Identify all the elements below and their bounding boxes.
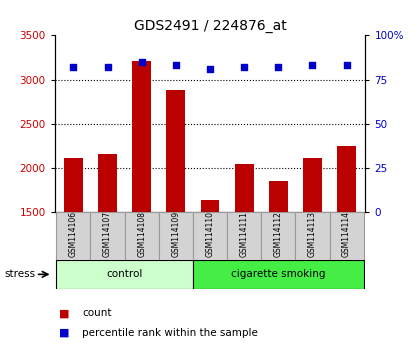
Bar xyxy=(337,146,356,212)
Point xyxy=(173,63,179,68)
Text: GSM114107: GSM114107 xyxy=(103,211,112,257)
Text: GSM114109: GSM114109 xyxy=(171,211,180,257)
Point xyxy=(241,64,247,70)
Bar xyxy=(98,154,117,212)
Bar xyxy=(193,260,364,289)
Bar xyxy=(227,212,261,260)
Point xyxy=(343,63,350,68)
Text: GSM114108: GSM114108 xyxy=(137,211,146,257)
Point xyxy=(275,64,282,70)
Text: GSM114114: GSM114114 xyxy=(342,211,351,257)
Bar xyxy=(56,260,193,289)
Point xyxy=(138,59,145,65)
Text: percentile rank within the sample: percentile rank within the sample xyxy=(82,328,258,338)
Bar xyxy=(201,200,219,212)
Bar xyxy=(166,90,185,212)
Bar xyxy=(159,212,193,260)
Text: GSM114106: GSM114106 xyxy=(69,211,78,257)
Text: ■: ■ xyxy=(59,308,69,318)
Text: stress: stress xyxy=(4,269,35,279)
Bar xyxy=(193,212,227,260)
Text: GSM114111: GSM114111 xyxy=(240,211,249,257)
Bar xyxy=(235,164,254,212)
Bar xyxy=(269,181,288,212)
Text: GSM114110: GSM114110 xyxy=(205,211,215,257)
Bar xyxy=(330,212,364,260)
Bar xyxy=(90,212,125,260)
Bar xyxy=(64,158,83,212)
Bar xyxy=(56,212,90,260)
Text: GSM114113: GSM114113 xyxy=(308,211,317,257)
Text: count: count xyxy=(82,308,111,318)
Bar xyxy=(261,212,295,260)
Point xyxy=(309,63,316,68)
Text: cigarette smoking: cigarette smoking xyxy=(231,269,326,279)
Bar xyxy=(303,158,322,212)
Point xyxy=(104,64,111,70)
Text: ■: ■ xyxy=(59,328,69,338)
Text: control: control xyxy=(106,269,143,279)
Point xyxy=(70,64,77,70)
Bar xyxy=(125,212,159,260)
Text: GSM114112: GSM114112 xyxy=(274,211,283,257)
Bar xyxy=(295,212,330,260)
Text: GDS2491 / 224876_at: GDS2491 / 224876_at xyxy=(134,19,286,34)
Bar xyxy=(132,61,151,212)
Point xyxy=(207,66,213,72)
